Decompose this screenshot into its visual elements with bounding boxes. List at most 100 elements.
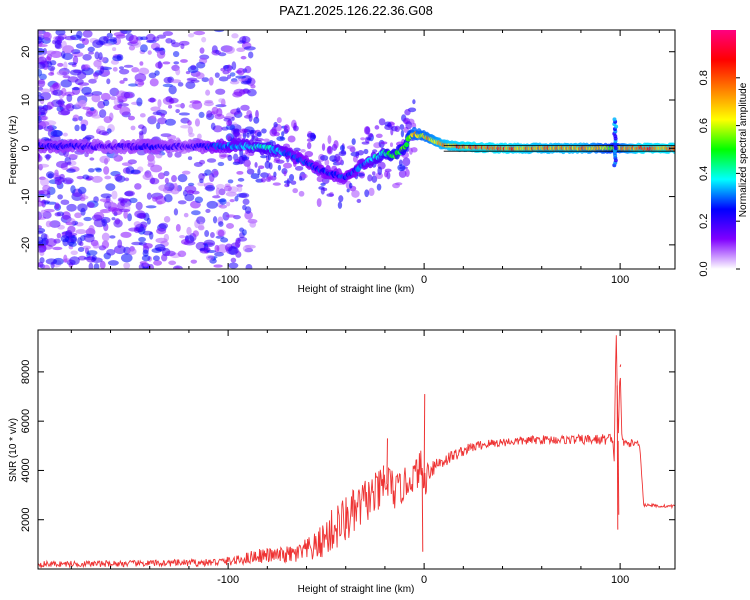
spectrogram-noise-blob — [213, 30, 225, 33]
snr-series — [38, 335, 675, 569]
spectrogram-noise-blob — [363, 148, 369, 155]
spectrogram-noise-blob — [187, 182, 195, 187]
spectrogram-noise-blob — [38, 56, 47, 64]
spectrogram-noise-blob — [113, 32, 126, 37]
spectrogram-noise-blob — [208, 76, 214, 86]
spectrogram-noise-blob — [115, 175, 126, 183]
spectrogram-noise-blob — [54, 202, 60, 210]
spectrogram-noise-blob — [226, 120, 232, 127]
spectrogram-noise-blob — [402, 157, 411, 167]
x-tick-label: 100 — [611, 574, 629, 586]
spectrogram-noise-blob — [114, 248, 121, 253]
spectrogram-noise-blob — [101, 232, 110, 242]
spectrogram-noise-blob — [166, 134, 177, 140]
spectrogram-noise-blob — [146, 192, 152, 200]
spectrogram-noise-blob — [67, 76, 79, 83]
spectrogram-noise-blob — [287, 135, 296, 143]
spectrogram-ridge — [38, 117, 675, 185]
spectrogram-noise-blob — [82, 106, 91, 110]
spectrogram-noise-blob — [177, 250, 187, 258]
spectrogram-noise-blob — [66, 154, 79, 158]
spectrogram-noise-blob — [164, 118, 176, 126]
spectrogram-x-ticks: -100 0 100 — [70, 30, 660, 286]
spectrogram-noise-blob — [127, 247, 137, 256]
spectrogram-noise-blob — [70, 185, 76, 194]
y-tick-label: -20 — [20, 237, 32, 253]
spectrogram-noise-blob — [38, 230, 44, 235]
spectrogram-noise-blob — [157, 117, 167, 125]
spectrogram-noise-blob — [378, 118, 386, 126]
spectrogram-noise-blob — [112, 67, 118, 72]
spectrogram-noise-blob — [283, 128, 289, 134]
spectrogram-noise-blob — [168, 85, 177, 95]
spectrogram-noise-blob — [224, 46, 235, 54]
spectrogram-noise-blob — [52, 89, 64, 96]
spectrogram-noise-blob — [62, 52, 73, 61]
spectrogram-noise-blob — [226, 135, 231, 141]
x-tick-label: 100 — [611, 274, 629, 286]
spectrogram-noise-blob — [48, 124, 53, 132]
spectrogram-noise-blob — [248, 51, 254, 59]
spectrogram-noise-blob — [74, 212, 82, 219]
spectrogram-noise-blob — [412, 99, 416, 105]
spectrogram-noise-blob — [174, 151, 182, 158]
spectrogram-noise-blob — [234, 239, 241, 248]
spectrogram-noise-blob — [161, 253, 168, 262]
spectrogram-noise-blob — [138, 213, 146, 219]
spectrogram-noise-blob — [101, 208, 108, 213]
spectrogram-noise-blob — [404, 109, 411, 116]
spectrogram-noise-blob — [205, 255, 215, 261]
spectrogram-noise-blob — [168, 104, 173, 109]
spectrogram-noise-blob — [185, 81, 196, 90]
spectrogram-noise-blob — [205, 208, 211, 214]
spectrogram-noise-blob — [377, 166, 383, 176]
spectrogram-noise-blob — [157, 172, 165, 180]
spectrogram-noise-blob — [255, 109, 259, 119]
spectrogram-noise-blob — [54, 178, 63, 186]
spectrogram-noise-blob — [214, 251, 225, 257]
spectrogram-noise-blob — [60, 199, 70, 205]
spectrogram-noise-blob — [45, 171, 55, 179]
spectrogram-noise-blob — [177, 82, 184, 87]
spectrogram-noise-blob — [338, 195, 344, 203]
spectrogram-noise-blob — [147, 50, 152, 55]
spectrogram-noise-blob — [348, 182, 353, 189]
spectrogram-noise-blob — [236, 170, 244, 175]
snr-x-ticks: -100 0 100 — [70, 330, 660, 586]
spectrogram-noise-blob — [215, 187, 220, 196]
spectrogram-noise-blob — [199, 159, 206, 165]
spectrogram-noise-blob — [120, 231, 132, 238]
spectrogram-y-label: Frequency (Hz) — [8, 116, 19, 185]
spectrogram-noise-blob — [61, 40, 67, 50]
spectrogram-noise-blob — [264, 160, 271, 169]
spectrogram-noise-blob — [229, 199, 235, 203]
spectrogram-noise-blob — [99, 260, 106, 269]
spectrogram-noise-blob — [67, 225, 76, 234]
spectrogram-noise-blob — [56, 160, 68, 169]
spectrogram-noise-blob — [118, 68, 130, 75]
spectrogram-x-label: Height of straight line (km) — [298, 284, 415, 295]
spectrogram-noise-blob — [66, 93, 73, 103]
snr-x-label: Height of straight line (km) — [298, 584, 415, 595]
spectrogram-noise-blob — [368, 187, 375, 197]
spectrogram-noise-blob — [206, 158, 217, 163]
spectrogram-noise-blob — [177, 200, 187, 205]
spectrogram-noise-blob — [66, 203, 77, 212]
spectrogram-noise-blob — [162, 61, 171, 65]
spectrogram-noise-blob — [60, 235, 70, 243]
spectrogram-noise-blob — [146, 40, 157, 44]
spectrogram-noise-blob — [89, 157, 95, 161]
spectrogram-noise-blob — [227, 179, 234, 184]
spectrogram-noise-blob — [405, 121, 413, 130]
spectrogram-noise-blob — [38, 225, 42, 229]
spectrogram-noise-blob — [89, 106, 95, 112]
spectrogram-noise-blob — [350, 151, 360, 157]
spectrogram-noise-blob — [38, 196, 41, 203]
spectrogram-noise-blob — [321, 177, 330, 185]
spectrogram-noise-blob — [409, 147, 413, 155]
spectrogram-noise-blob — [232, 161, 241, 166]
x-tick-label: 0 — [421, 574, 427, 586]
spectrogram-noise-blob — [337, 201, 343, 209]
spectrogram-noise-blob — [38, 163, 50, 168]
spectrogram-noise-blob — [158, 222, 169, 229]
